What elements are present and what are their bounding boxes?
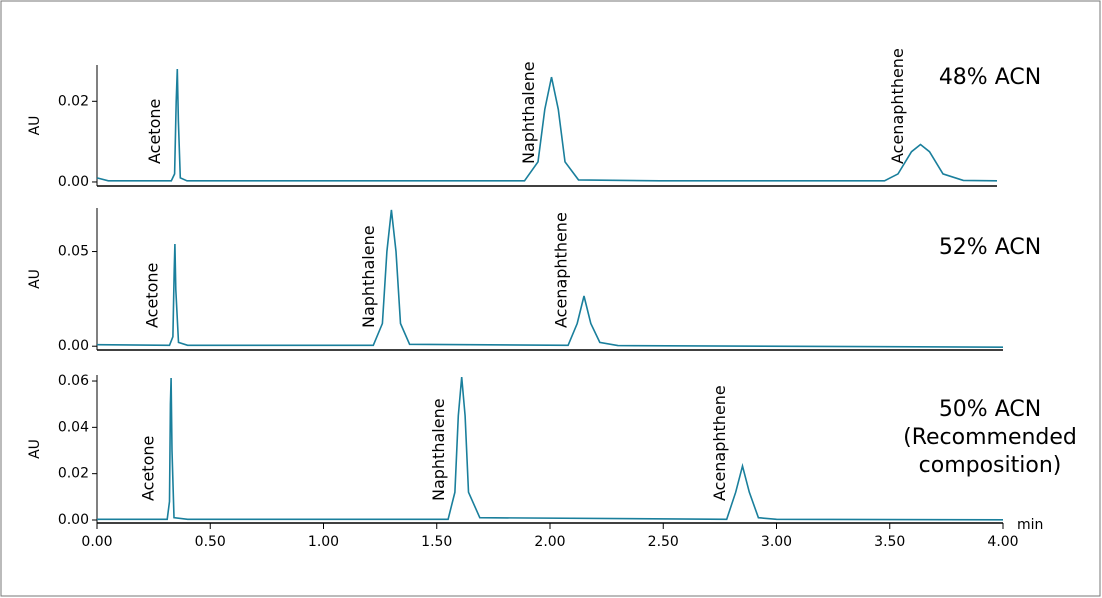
x-tick-label: 2.50 [648,534,679,550]
y-tick-label: 0.05 [58,244,89,260]
x-tick-label: 1.50 [421,534,452,550]
x-tick-label: 3.50 [874,534,905,550]
y-tick-label: 0.00 [58,512,89,528]
x-tick-label: 3.00 [761,534,792,550]
x-tick-label: 2.00 [534,534,565,550]
y-axis-label: AU [27,116,43,136]
y-tick-label: 0.04 [58,419,89,435]
condition-label: (Recommended [903,425,1077,450]
y-tick-label: 0.06 [58,373,89,389]
x-tick-label: 1.00 [308,534,339,550]
peak-label: Naphthalene [519,61,538,164]
peak-label: Acetone [139,436,158,501]
condition-label: 50% ACN [939,397,1041,422]
y-tick-label: 0.02 [58,466,89,482]
x-axis-label: min [1017,517,1043,533]
peak-label: Naphthalene [359,225,378,328]
peak-label: Acenaphthene [710,385,729,501]
peak-label: Acetone [142,263,161,328]
peak-label: Acetone [145,99,164,164]
x-tick-label: 0.00 [81,534,112,550]
trace [96,209,1004,348]
y-axis-label: AU [27,439,43,459]
condition-label: 48% ACN [939,65,1041,90]
y-tick-label: 0.00 [58,174,89,190]
trace [96,68,998,182]
y-tick-label: 0.00 [58,338,89,354]
y-tick-label: 0.02 [58,93,89,109]
x-tick-label: 0.50 [195,534,226,550]
trace [97,377,1004,521]
condition-label: composition) [919,453,1062,478]
peak-label: Acenaphthene [551,212,570,328]
x-tick-label: 4.00 [987,534,1018,550]
condition-label: 52% ACN [939,235,1041,260]
peak-label: Naphthalene [429,398,448,501]
y-axis-label: AU [27,269,43,289]
peak-label: Acenaphthene [888,48,907,164]
